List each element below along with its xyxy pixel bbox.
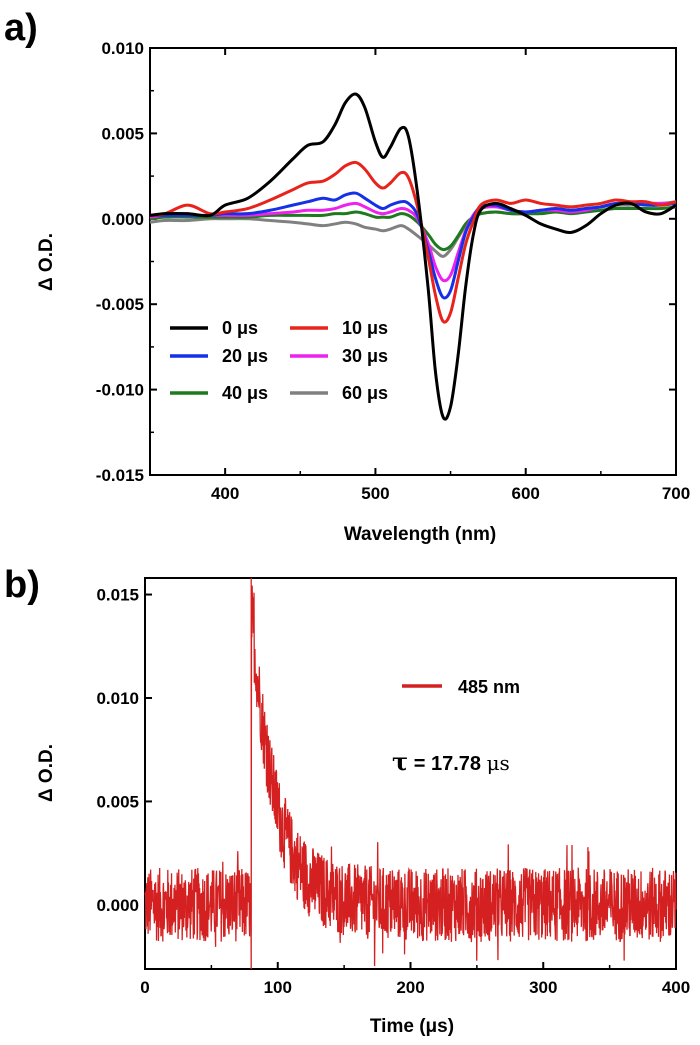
axis-ticks-b: 0 100 200 300 400 0.000 0.005 0.010 0.015 <box>96 586 690 997</box>
series-line-0-μs <box>149 92 677 421</box>
x-tick-label: 300 <box>529 978 557 997</box>
y-tick-label: 0.010 <box>96 689 139 708</box>
legend-label: 30 μs <box>342 346 388 366</box>
series-lines-a <box>149 92 677 421</box>
panel-a-label: a) <box>4 7 38 49</box>
x-tick-label: 200 <box>396 978 424 997</box>
y-axis-title-b: Δ O.D. <box>36 744 57 802</box>
y-tick-label: -0.005 <box>96 295 144 314</box>
series-line-485-nm <box>144 578 677 970</box>
tau-unit: μs <box>487 751 510 775</box>
y-axis-title-a: Δ O.D. <box>36 233 57 291</box>
series-lines-b <box>144 578 677 970</box>
x-tick-label: 500 <box>361 484 389 503</box>
panel-b-label: b) <box>4 564 40 606</box>
y-tick-label: 0.015 <box>96 586 139 605</box>
y-tick-label: 0.000 <box>101 210 144 229</box>
x-tick-label: 100 <box>264 978 292 997</box>
series-line-30-μs <box>149 201 676 283</box>
x-tick-label: 400 <box>211 484 239 503</box>
y-tick-label: -0.015 <box>96 466 144 485</box>
series-line-20-μs <box>150 191 677 300</box>
spectra-chart: 400 500 600 700 -0.015 -0.010 -0.005 0.000 0.005… <box>36 39 690 545</box>
legend-a: 0 μs 10 μs 20 μs 30 μs 40 μs 60 μs <box>170 318 388 403</box>
series-line-10-μs <box>149 160 677 324</box>
x-axis-title-b: Time (μs) <box>370 1016 454 1037</box>
series-line-40-μs <box>149 205 677 252</box>
legend-label: 60 μs <box>342 383 388 403</box>
y-tick-label: 0.005 <box>96 792 139 811</box>
tau-symbol: τ <box>392 747 408 776</box>
legend-b: 485 nm <box>402 677 520 697</box>
plot-frame-a <box>149 47 677 476</box>
legend-label: 10 μs <box>342 318 388 338</box>
legend-label: 40 μs <box>222 383 268 403</box>
legend-label: 20 μs <box>222 346 268 366</box>
y-tick-label: -0.010 <box>96 381 144 400</box>
y-tick-label: 0.010 <box>101 39 144 58</box>
legend-label: 485 nm <box>458 677 520 697</box>
x-axis-title-a: Wavelength (nm) <box>344 524 496 545</box>
y-tick-label: 0.000 <box>96 896 139 915</box>
y-tick-label: 0.005 <box>101 124 144 143</box>
decay-chart: 0 100 200 300 400 0.000 0.005 0.010 0.015 485 nm… <box>36 577 690 1037</box>
x-tick-label: 400 <box>662 978 690 997</box>
axis-ticks-a: 400 500 600 700 -0.015 -0.010 -0.005 0.000 0.005… <box>96 39 690 503</box>
legend-label: 0 μs <box>222 318 258 338</box>
x-tick-label: 700 <box>662 484 690 503</box>
x-tick-label: 600 <box>512 484 540 503</box>
x-tick-label: 0 <box>140 978 149 997</box>
tau-value: = 17.78 <box>408 753 486 775</box>
tau-annotation: τ = 17.78 μs <box>392 747 510 776</box>
